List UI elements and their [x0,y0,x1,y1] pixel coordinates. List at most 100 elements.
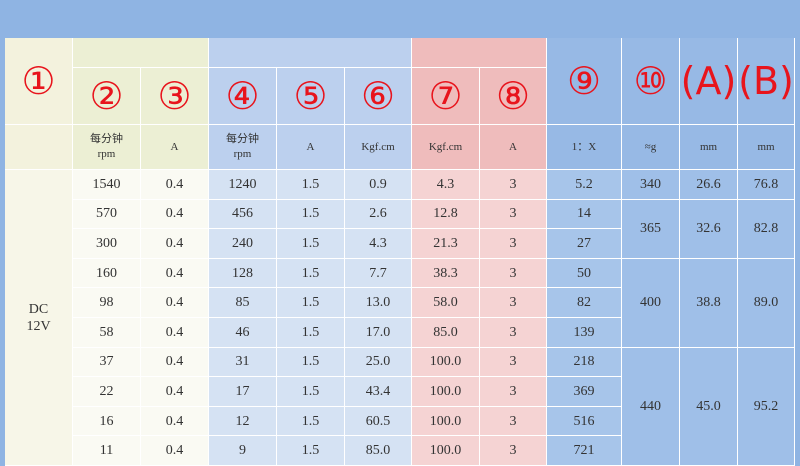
data-cell: 0.4 [141,406,209,437]
data-cell: 1.5 [277,318,345,348]
data-cell: 1.5 [277,199,345,230]
data-cell: 100.0 [412,377,480,407]
unit-cell: A [480,125,547,170]
label-cell: ③ [141,68,209,125]
data-cell: 1.5 [277,377,345,407]
label-cell: ⑥ [345,68,412,125]
data-cell: 9 [209,436,277,466]
data-cell: 46 [209,318,277,348]
unit-cell: Kgf.cm [412,125,480,170]
group-cell: 365 [622,199,680,259]
unit-cell [5,125,73,170]
data-cell: 128 [209,258,277,289]
data-cell: 721 [547,436,622,466]
unit-cell: A [277,125,345,170]
data-cell: 3 [480,406,547,437]
unit-cell: 1：X [547,125,622,170]
data-cell: 17 [209,377,277,407]
data-cell: 12.8 [412,199,480,230]
data-cell: 58.0 [412,288,480,318]
data-cell: 31 [209,347,277,378]
label-cell: (B) [738,38,795,125]
label-cell: ⑤ [277,68,345,125]
label-cell: ⑨ [547,38,622,125]
data-cell: 1.5 [277,258,345,289]
data-cell: 1.5 [277,170,345,200]
data-cell: 0.9 [345,170,412,200]
data-cell: 3 [480,347,547,378]
data-cell: 1.5 [277,406,345,437]
group-cell: 82.8 [738,199,795,259]
data-cell: 1540 [73,170,141,200]
data-cell: 4.3 [412,170,480,200]
data-cell: 1.5 [277,288,345,318]
group-cell: 38.8 [680,258,738,348]
data-cell: 16 [73,406,141,437]
data-cell: 100.0 [412,347,480,378]
data-cell: 570 [73,199,141,230]
data-cell: 4.3 [345,229,412,259]
data-cell: 1.5 [277,229,345,259]
unit-cell: ≈g [622,125,680,170]
data-cell: 0.4 [141,377,209,407]
data-cell: 1.5 [277,347,345,378]
data-cell: 50 [547,258,622,289]
group-cell: 32.6 [680,199,738,259]
data-cell: 3 [480,436,547,466]
group-cell: 76.8 [738,170,795,200]
group-band [73,38,209,68]
data-cell: 456 [209,199,277,230]
group-cell: 45.0 [680,347,738,466]
data-cell: 98 [73,288,141,318]
data-cell: 0.4 [141,288,209,318]
data-cell: 0.4 [141,347,209,378]
group-band [412,38,547,68]
label-cell: ⑦ [412,68,480,125]
data-cell: 0.4 [141,229,209,259]
data-cell: 160 [73,258,141,289]
data-cell: 139 [547,318,622,348]
data-cell: 12 [209,406,277,437]
data-cell: 369 [547,377,622,407]
data-cell: 3 [480,229,547,259]
data-cell: 100.0 [412,406,480,437]
label-cell: ④ [209,68,277,125]
data-cell: 11 [73,436,141,466]
data-cell: 85.0 [412,318,480,348]
data-cell: 3 [480,318,547,348]
data-cell: 25.0 [345,347,412,378]
data-cell: 37 [73,347,141,378]
data-cell: 85.0 [345,436,412,466]
group-cell: 340 [622,170,680,200]
data-cell: 3 [480,258,547,289]
data-cell: 240 [209,229,277,259]
data-cell: 82 [547,288,622,318]
data-cell: 5.2 [547,170,622,200]
data-cell: 17.0 [345,318,412,348]
data-cell: 516 [547,406,622,437]
data-cell: 0.4 [141,436,209,466]
data-cell: 1.5 [277,436,345,466]
unit-cell: A [141,125,209,170]
group-cell: 95.2 [738,347,795,466]
data-cell: 0.4 [141,199,209,230]
data-cell: 0.4 [141,258,209,289]
data-cell: 1240 [209,170,277,200]
label-cell: ② [73,68,141,125]
data-cell: 21.3 [412,229,480,259]
data-cell: 3 [480,377,547,407]
data-cell: 85 [209,288,277,318]
group-cell: 26.6 [680,170,738,200]
label-cell: (A) [680,38,738,125]
data-cell: 300 [73,229,141,259]
data-cell: 58 [73,318,141,348]
data-cell: 60.5 [345,406,412,437]
data-cell: 14 [547,199,622,230]
unit-cell: 每分钟 rpm [73,125,141,170]
unit-cell: Kgf.cm [345,125,412,170]
data-cell: 0.4 [141,318,209,348]
label-cell: ⑩ [622,38,680,125]
unit-cell: mm [738,125,795,170]
group-band [209,38,412,68]
